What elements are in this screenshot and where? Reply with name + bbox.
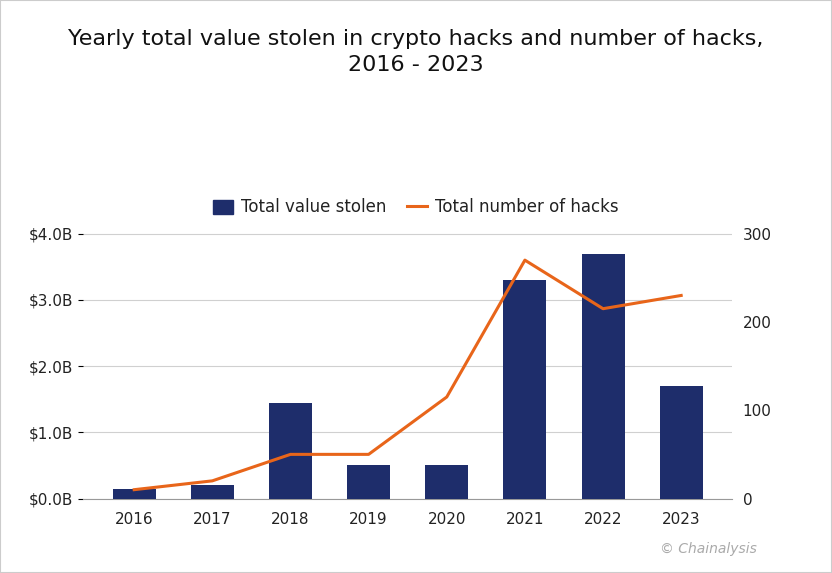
Bar [269,402,312,499]
Bar [112,489,156,499]
Bar [425,465,468,499]
Bar [582,253,625,499]
Bar [503,280,547,499]
Legend: Total value stolen, Total number of hacks: Total value stolen, Total number of hack… [206,192,626,223]
Bar [191,485,234,499]
Text: © Chainalysis: © Chainalysis [661,542,757,556]
Text: Yearly total value stolen in crypto hacks and number of hacks,
2016 - 2023: Yearly total value stolen in crypto hack… [68,29,764,75]
Bar [660,386,703,499]
Bar [347,465,390,499]
